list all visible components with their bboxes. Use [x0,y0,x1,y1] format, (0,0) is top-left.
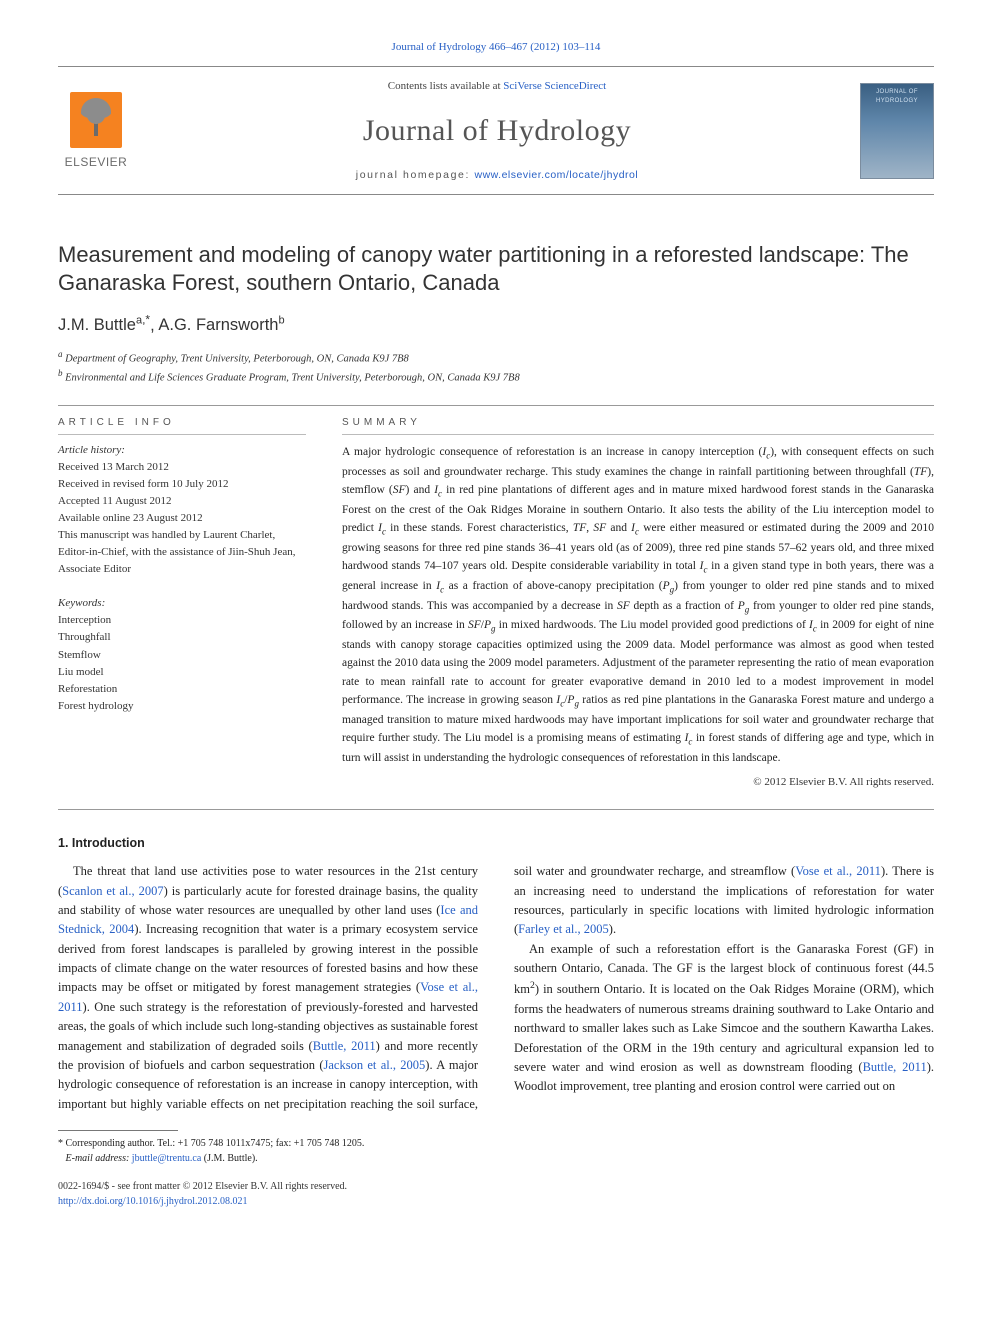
top-citation-link: Journal of Hydrology 466–467 (2012) 103–… [58,40,934,56]
rule-below-summary [58,809,934,810]
aff-a-sup: a [58,349,63,359]
homepage-prefix: journal homepage: [356,169,475,181]
p1-t8: ). [609,922,616,936]
history-head: Article history: [58,443,306,459]
keywords-body: Interception Throughfall Stemflow Liu mo… [58,612,306,714]
masthead-center: Contents lists available at SciVerse Sci… [152,79,842,184]
body-columns: The threat that land use activities pose… [58,862,934,1114]
author-2-aff: b [278,315,284,327]
rule-above-info [58,405,934,406]
corresponding-email-link[interactable]: jbuttle@trentu.ca [132,1153,201,1164]
author-list: J.M. Buttlea,*, A.G. Farnsworthb [58,312,934,338]
intro-para-2: An example of such a reforestation effor… [514,940,934,1097]
affiliation-b: b Environmental and Life Sciences Gradua… [58,367,934,386]
page-root: Journal of Hydrology 466–467 (2012) 103–… [0,0,992,1239]
cover-title: JOURNAL OF HYDROLOGY [861,88,933,105]
bottom-bar: 0022-1694/$ - see front matter © 2012 El… [58,1180,934,1209]
front-matter-line: 0022-1694/$ - see front matter © 2012 El… [58,1180,934,1195]
article-info-head: ARTICLE INFO [58,416,306,431]
keywords-head: Keywords: [58,596,306,612]
author-1-name: J.M. Buttle [58,316,136,334]
summary-copyright: © 2012 Elsevier B.V. All rights reserved… [342,775,934,791]
summary-head: SUMMARY [342,416,934,431]
ref-farley-2005[interactable]: Farley et al., 2005 [518,922,609,936]
masthead: ELSEVIER Contents lists available at Sci… [58,66,934,195]
section-1-head: 1. Introduction [58,834,934,852]
elsevier-tree-icon [70,92,122,148]
ref-jackson-2005[interactable]: Jackson et al., 2005 [324,1058,426,1072]
footnote-corresponding: * Corresponding author. Tel.: +1 705 748… [58,1137,934,1152]
aff-b-text: Environmental and Life Sciences Graduate… [65,373,520,384]
homepage-line: journal homepage: www.elsevier.com/locat… [152,168,842,183]
footnote-tel-fax: Corresponding author. Tel.: +1 705 748 1… [66,1138,365,1149]
author-1: J.M. Buttlea,* [58,316,150,334]
history-body: Received 13 March 2012 Received in revis… [58,459,306,578]
author-2: A.G. Farnsworthb [158,316,284,334]
homepage-link[interactable]: www.elsevier.com/locate/jhydrol [474,169,638,181]
ref-scanlon-2007[interactable]: Scanlon et al., 2007 [62,884,163,898]
email-who: (J.M. Buttle). [201,1153,257,1164]
footnote-email: E-mail address: jbuttle@trentu.ca (J.M. … [58,1152,934,1167]
top-citation: 466–467 (2012) 103–114 [489,41,600,53]
author-2-name: A.G. Farnsworth [158,316,278,334]
rule-info [58,434,306,435]
footnotes: * Corresponding author. Tel.: +1 705 748… [58,1137,934,1166]
ref-buttle-2011-a[interactable]: Buttle, 2011 [313,1039,376,1053]
footnotes-rule [58,1130,178,1131]
journal-cover-thumb: JOURNAL OF HYDROLOGY [860,83,934,179]
summary-column: SUMMARY A major hydrologic consequence o… [342,416,934,791]
contents-line: Contents lists available at SciVerse Sci… [152,79,842,95]
info-summary-row: ARTICLE INFO Article history: Received 1… [58,416,934,791]
article-info-column: ARTICLE INFO Article history: Received 1… [58,416,306,791]
ref-buttle-2011-b[interactable]: Buttle, 2011 [863,1060,927,1074]
rule-summary [342,434,934,435]
contents-prefix: Contents lists available at [388,80,503,92]
footnote-mark: * [58,1138,63,1149]
top-journal-name: Journal of Hydrology [392,41,487,53]
email-label: E-mail address: [66,1153,132,1164]
aff-a-text: Department of Geography, Trent Universit… [65,354,409,365]
affiliations: a Department of Geography, Trent Univers… [58,348,934,387]
summary-text: A major hydrologic consequence of refore… [342,443,934,767]
affiliation-a: a Department of Geography, Trent Univers… [58,348,934,367]
aff-b-sup: b [58,368,63,378]
sciencedirect-link[interactable]: SciVerse ScienceDirect [503,80,606,92]
doi-link[interactable]: http://dx.doi.org/10.1016/j.jhydrol.2012… [58,1196,248,1207]
publisher-logo: ELSEVIER [58,92,134,171]
ref-vose-2011-b[interactable]: Vose et al., 2011 [795,864,881,878]
publisher-name: ELSEVIER [65,154,128,171]
top-journal-link[interactable]: Journal of Hydrology 466–467 (2012) 103–… [392,41,601,53]
journal-name: Journal of Hydrology [152,109,842,153]
article-title: Measurement and modeling of canopy water… [58,241,934,298]
